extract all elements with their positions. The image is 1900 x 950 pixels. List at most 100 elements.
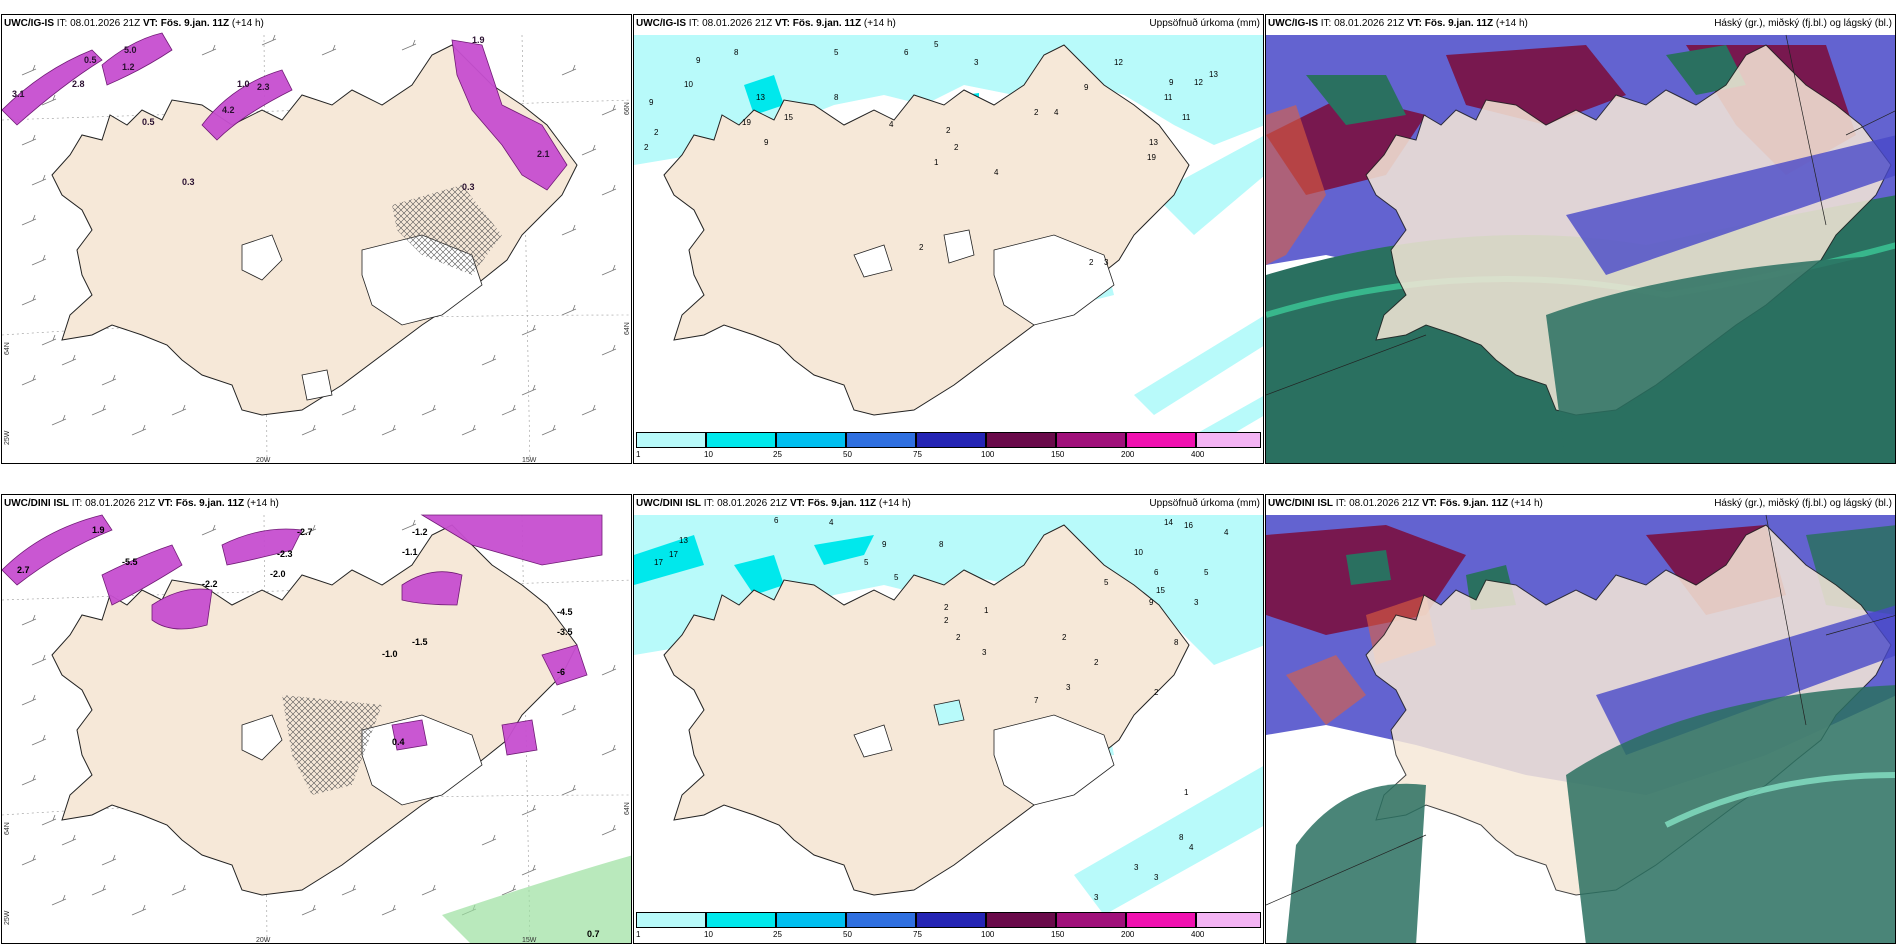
svg-text:-2.2: -2.2 <box>202 579 218 589</box>
glacier <box>853 244 893 278</box>
map-canvas: 9 8 10 9 2 2 19 13 15 9 8 5 3 6 4 2 1 2 … <box>634 15 1263 463</box>
colorbar-swatch <box>916 432 986 448</box>
precip-colorbar: 1 10 25 50 75 100 150 200 400 <box>636 912 1261 940</box>
vt-label: VT: <box>774 18 790 29</box>
model-name: UWC/IG-IS <box>4 18 54 29</box>
colorbar-tick: 1 <box>636 450 641 459</box>
svg-text:2.1: 2.1 <box>537 149 550 159</box>
svg-text:6: 6 <box>1154 568 1159 577</box>
svg-text:9: 9 <box>1149 598 1154 607</box>
lon-label-25w: 25W <box>4 430 11 445</box>
svg-text:6: 6 <box>904 48 909 57</box>
colorbar-tick: 25 <box>773 450 782 459</box>
lead-time: (+14 h) <box>1495 18 1528 29</box>
svg-text:1.9: 1.9 <box>472 35 485 45</box>
svg-text:12: 12 <box>1194 78 1203 87</box>
lat-label-66n: 66N <box>624 102 631 115</box>
svg-text:0.4: 0.4 <box>392 737 405 747</box>
init-time: 08.01.2026 21Z <box>717 498 788 509</box>
lon-label-20w: 20W <box>256 937 271 944</box>
panel-header: UWC/DINI ISL IT: 08.01.2026 21Z VT: Fös.… <box>636 498 911 509</box>
precip-areas-heavy <box>634 535 874 595</box>
colorbar-tick: 400 <box>1191 930 1205 939</box>
svg-text:2: 2 <box>954 143 959 152</box>
svg-text:2: 2 <box>944 603 949 612</box>
svg-text:8: 8 <box>939 540 944 549</box>
iceland-landmass <box>663 524 1190 896</box>
glacier <box>943 229 975 264</box>
svg-text:9: 9 <box>1084 83 1089 92</box>
country-borders <box>1266 34 1895 396</box>
svg-text:16: 16 <box>1184 521 1193 530</box>
glacier <box>241 714 283 761</box>
svg-text:19: 19 <box>1147 153 1156 162</box>
vt-label: VT: <box>789 498 805 509</box>
map-canvas: 13 17 17 6 4 9 8 5 5 2 2 1 2 3 2 7 3 2 6… <box>634 495 1263 943</box>
map-canvas <box>1266 15 1895 463</box>
vt-label: VT: <box>1421 498 1437 509</box>
valid-time: Fös. 9.jan. 11Z <box>807 498 877 509</box>
colorbar-swatch <box>986 432 1056 448</box>
svg-text:5: 5 <box>834 48 839 57</box>
lead-time: (+14 h) <box>863 18 896 29</box>
svg-text:0.7: 0.7 <box>587 929 600 939</box>
colorbar-tick: 50 <box>843 450 852 459</box>
svg-text:4: 4 <box>1054 108 1059 117</box>
svg-text:13: 13 <box>1149 138 1158 147</box>
init-time: 08.01.2026 21Z <box>85 498 156 509</box>
svg-text:13: 13 <box>756 93 765 102</box>
svg-text:5: 5 <box>864 558 869 567</box>
svg-text:2.8: 2.8 <box>72 79 85 89</box>
it-label: IT: <box>1320 18 1332 29</box>
snowfall-areas <box>2 514 603 756</box>
svg-text:17: 17 <box>669 550 678 559</box>
svg-text:-1.0: -1.0 <box>382 649 398 659</box>
svg-text:3: 3 <box>1104 258 1109 267</box>
panel-clouds-bottom: UWC/DINI ISL IT: 08.01.2026 21Z VT: Fös.… <box>1265 494 1896 944</box>
colorbar-swatch <box>706 912 776 928</box>
svg-text:-2.3: -2.3 <box>277 549 293 559</box>
panel-header: UWC/IG-IS IT: 08.01.2026 21Z VT: Fös. 9.… <box>4 18 264 29</box>
colorbar-tick: 150 <box>1051 450 1065 459</box>
svg-text:8: 8 <box>1179 833 1184 842</box>
colorbar-tick: 200 <box>1121 930 1135 939</box>
hatched-area <box>392 185 502 275</box>
svg-text:17: 17 <box>654 558 663 567</box>
svg-text:3: 3 <box>974 58 979 67</box>
svg-text:-1.2: -1.2 <box>412 527 428 537</box>
green-area <box>442 855 631 943</box>
valid-time: Fös. 9.jan. 11Z <box>160 18 230 29</box>
it-label: IT: <box>1335 498 1347 509</box>
it-label: IT: <box>56 18 68 29</box>
hatched-area <box>282 695 382 795</box>
panel-field-title: Uppsöfnuð úrkoma (mm) <box>1149 498 1260 509</box>
svg-text:2: 2 <box>956 633 961 642</box>
svg-text:15: 15 <box>1156 586 1165 595</box>
colorbar-tick: 1 <box>636 930 641 939</box>
model-name: UWC/IG-IS <box>1268 18 1318 29</box>
model-name: UWC/DINI ISL <box>636 498 701 509</box>
lat-label-64n: 64N <box>4 342 11 355</box>
panel-clouds-top: UWC/IG-IS IT: 08.01.2026 21Z VT: Fös. 9.… <box>1265 14 1896 464</box>
glacier <box>361 714 483 806</box>
init-time: 08.01.2026 21Z <box>1349 498 1420 509</box>
svg-text:2: 2 <box>946 126 951 135</box>
it-label: IT: <box>688 18 700 29</box>
svg-text:5: 5 <box>934 40 939 49</box>
lead-time: (+14 h) <box>231 18 264 29</box>
svg-text:5: 5 <box>1104 578 1109 587</box>
glacier <box>853 724 893 758</box>
colorbar-tick: 75 <box>913 930 922 939</box>
svg-text:1: 1 <box>934 158 939 167</box>
valid-time: Fös. 9.jan. 11Z <box>175 498 245 509</box>
precip-labels: 9 8 10 9 2 2 19 13 15 9 8 5 3 6 4 2 1 2 … <box>644 40 1218 267</box>
svg-text:19: 19 <box>742 118 751 127</box>
svg-text:-3.5: -3.5 <box>557 627 573 637</box>
svg-text:0.3: 0.3 <box>182 177 195 187</box>
svg-text:1: 1 <box>1184 788 1189 797</box>
temp-labels: 1.9 2.7 -5.5 -2.2 -2.0 -2.7 -1.2 -1.1 -2… <box>17 525 600 939</box>
svg-text:-2.7: -2.7 <box>297 527 313 537</box>
colorbar-swatch <box>1126 432 1196 448</box>
svg-text:-5.5: -5.5 <box>122 557 138 567</box>
svg-text:9: 9 <box>1169 78 1174 87</box>
